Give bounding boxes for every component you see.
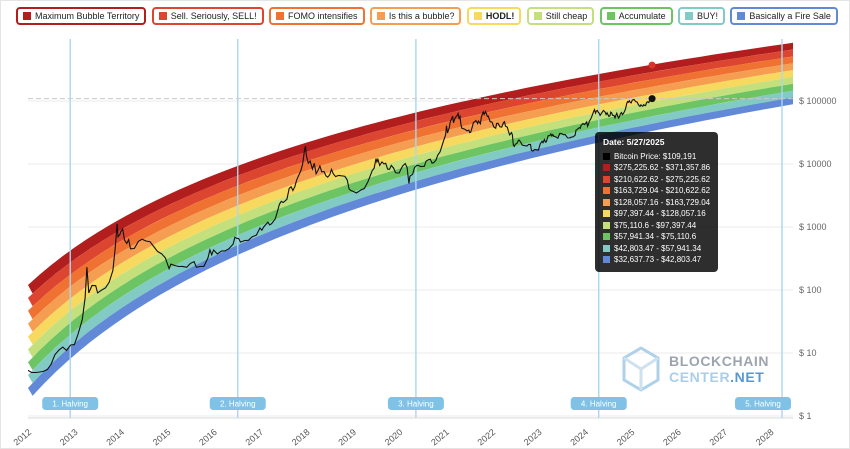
legend-item-0[interactable]: Maximum Bubble Territory — [16, 7, 147, 25]
legend-item-label: BUY! — [697, 11, 719, 21]
halving-label: 2. Halving — [220, 400, 256, 409]
halving-label: 5. Halving — [745, 400, 781, 409]
x-axis-label: 2015 — [151, 427, 173, 448]
legend-swatch — [158, 12, 167, 20]
top-band-marker-dot — [648, 61, 656, 69]
x-axis-label: 2018 — [290, 427, 312, 448]
x-axis-label: 2025 — [615, 427, 637, 448]
legend-swatch — [737, 12, 746, 20]
x-axis-label: 2020 — [383, 427, 405, 448]
x-axis-label: 2028 — [754, 427, 776, 448]
x-axis-label: 2014 — [104, 427, 126, 448]
y-axis-label: $ 1 — [799, 411, 812, 421]
blockchain-cube-icon — [622, 346, 660, 392]
y-axis-label: $ 100 — [799, 285, 822, 295]
y-axis-label: $ 10000 — [799, 159, 832, 169]
x-axis-label: 2024 — [568, 427, 590, 448]
y-axis-label: $ 10 — [799, 348, 817, 358]
halving-label: 1. Halving — [52, 400, 88, 409]
legend-item-7[interactable]: BUY! — [678, 7, 726, 25]
bitcoin-price-line — [28, 98, 653, 374]
x-axis-label: 2021 — [429, 427, 451, 448]
legend-item-label: Sell. Seriously, SELL! — [170, 11, 257, 21]
legend-item-label: Maximum Bubble Territory — [35, 11, 140, 21]
legend-item-3[interactable]: Is this a bubble? — [369, 7, 462, 25]
watermark-line2: CENTER.NET — [669, 369, 765, 385]
chart-legend: Maximum Bubble Territory Sell. Seriously,… — [16, 7, 838, 25]
halving-label-pill — [735, 397, 791, 410]
legend-item-label: Is this a bubble? — [388, 11, 455, 21]
x-axis-label: 2027 — [708, 427, 730, 448]
legend-swatch — [606, 12, 615, 20]
legend-swatch — [685, 12, 694, 20]
x-axis-label: 2026 — [661, 427, 683, 448]
blockchaincenter-watermark: BLOCKCHAIN CENTER.NET — [621, 346, 769, 392]
legend-swatch — [276, 12, 284, 20]
x-axis-label: 2019 — [336, 427, 358, 448]
legend-item-label: HODL! — [485, 11, 515, 21]
halving-label-pill — [570, 397, 627, 410]
legend-swatch — [473, 12, 482, 20]
legend-item-5[interactable]: Still cheap — [526, 7, 595, 25]
x-axis-label: 2023 — [522, 427, 544, 448]
watermark-text: BLOCKCHAIN CENTER.NET — [669, 353, 769, 385]
halving-label-pill — [209, 397, 266, 410]
current-price-dot — [648, 95, 656, 103]
legend-swatch — [376, 12, 385, 20]
legend-item-label: Basically a Fire Sale — [749, 11, 831, 21]
watermark-line1: BLOCKCHAIN — [669, 353, 770, 369]
legend-item-label: FOMO intensifies — [288, 11, 358, 21]
halving-label: 3. Halving — [398, 400, 434, 409]
legend-item-label: Still cheap — [545, 11, 588, 21]
legend-item-8[interactable]: Basically a Fire Sale — [730, 7, 838, 25]
legend-item-1[interactable]: Sell. Seriously, SELL! — [151, 7, 264, 25]
x-axis-label: 2017 — [244, 427, 266, 448]
x-axis-label: 2022 — [476, 427, 498, 448]
halving-label-pill — [387, 397, 444, 410]
legend-swatch — [533, 12, 542, 20]
legend-item-2[interactable]: FOMO intensifies — [269, 7, 365, 25]
y-axis-label: $ 1000 — [799, 222, 827, 232]
legend-item-6[interactable]: Accumulate — [599, 7, 673, 25]
x-axis-label: 2016 — [197, 427, 219, 448]
x-axis-label: 2012 — [12, 427, 34, 448]
legend-swatch — [23, 12, 31, 20]
x-axis-label: 2013 — [58, 427, 80, 448]
legend-item-label: Accumulate — [618, 11, 666, 21]
y-axis-label: $ 100000 — [799, 96, 837, 106]
legend-item-4[interactable]: HODL! — [466, 7, 522, 25]
halving-label-pill — [42, 397, 99, 410]
halving-label: 4. Halving — [581, 400, 617, 409]
